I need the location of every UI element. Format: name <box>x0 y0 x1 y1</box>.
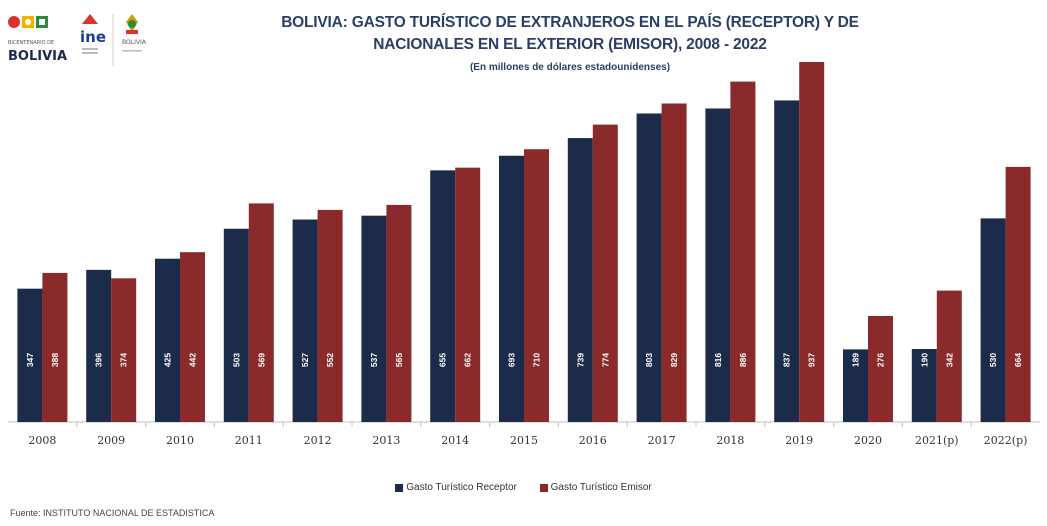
bar-emisor <box>592 124 618 422</box>
bar-receptor <box>223 228 249 422</box>
bar-emisor <box>386 204 412 422</box>
bar-emisor <box>111 278 137 422</box>
bar-emisor <box>455 167 481 422</box>
chart-title-line-1: BOLIVIA: GASTO TURÍSTICO DE EXTRANJEROS … <box>281 14 859 31</box>
bar-receptor <box>911 349 937 422</box>
x-tick-label: 2009 <box>97 434 125 447</box>
bar-chart: 347 388 396 374 425 442 503 569 527 552 537 565 655 6… <box>8 62 1040 447</box>
header-logos: BICENTENARIO DE BOLIVIA ine BOLIVIA <box>8 14 147 66</box>
bar-receptor <box>361 215 387 422</box>
bar-receptor <box>155 258 180 422</box>
x-tick-label: 2018 <box>716 434 744 447</box>
legend-swatch-receptor <box>395 483 404 492</box>
data-label: 552 <box>325 353 335 367</box>
bar-emisor <box>936 290 962 422</box>
data-label: 829 <box>669 353 679 367</box>
bar-receptor <box>86 269 112 422</box>
bar-emisor <box>248 203 274 422</box>
chart-title: BOLIVIA: GASTO TURÍSTICO DE EXTRANJEROS … <box>200 12 940 56</box>
bars-layer: 347 388 396 374 425 442 503 569 527 552 537 565 655 6… <box>17 62 1031 422</box>
bar-emisor <box>661 103 687 422</box>
data-label: 342 <box>944 353 954 367</box>
x-tick-label: 2019 <box>785 434 813 447</box>
bar-receptor <box>636 113 662 422</box>
data-label: 655 <box>438 353 448 367</box>
data-label: 937 <box>807 353 817 367</box>
bar-emisor <box>799 62 825 422</box>
data-label: 442 <box>188 353 198 367</box>
x-tick-label: 2013 <box>372 434 400 447</box>
x-tick-label: 2021(p) <box>915 434 959 447</box>
bar-emisor <box>1005 166 1031 422</box>
data-label: 886 <box>738 353 748 367</box>
data-label: 189 <box>851 353 861 367</box>
x-tick-label: 2008 <box>28 434 56 447</box>
data-label: 739 <box>575 353 585 367</box>
data-label: 425 <box>163 353 173 367</box>
x-tick-label: 2017 <box>648 434 676 447</box>
legend-item-receptor: Gasto Turístico Receptor <box>395 482 517 493</box>
data-label: 190 <box>919 353 929 367</box>
data-label: 710 <box>532 353 542 367</box>
estado-logo: BOLIVIA <box>112 14 147 66</box>
ticks-layer: 2008 2009 2010 2011 2012 2013 2014 2015 2016 2017… <box>28 422 1027 447</box>
bar-receptor <box>567 138 593 422</box>
bar-emisor <box>868 315 893 422</box>
data-label: 693 <box>507 353 517 367</box>
x-tick-label: 2022(p) <box>984 434 1028 447</box>
bar-emisor <box>180 252 205 422</box>
x-tick-label: 2020 <box>854 434 882 447</box>
legend: Gasto Turístico Receptor Gasto Turístico… <box>0 482 1047 495</box>
bicentenario-text: BICENTENARIO DE <box>8 40 54 46</box>
data-label: 803 <box>644 353 654 367</box>
legend-label-receptor: Gasto Turístico Receptor <box>406 482 517 493</box>
bolivia-logo-text: BOLIVIA <box>8 49 67 64</box>
ine-logo-text: ine <box>80 28 106 46</box>
chart-subtitle: (En millones de dólares estadounidenses) <box>469 62 671 73</box>
x-tick-label: 2011 <box>235 434 263 447</box>
data-label: 396 <box>94 353 104 367</box>
data-label: 276 <box>876 353 886 367</box>
bar-receptor <box>499 155 524 422</box>
source-note: Fuente: INSTITUTO NACIONAL DE ESTADISTIC… <box>10 508 215 518</box>
bicentenario-logo: BICENTENARIO DE BOLIVIA <box>8 16 67 64</box>
bar-receptor <box>17 288 43 422</box>
bar-receptor <box>292 219 318 422</box>
bar-emisor <box>730 81 756 422</box>
data-label: 664 <box>1013 353 1023 367</box>
data-label: 837 <box>782 353 792 367</box>
data-label: 527 <box>300 353 310 367</box>
bar-emisor <box>42 272 68 422</box>
legend-label-emisor: Gasto Turístico Emisor <box>550 482 652 493</box>
data-label: 565 <box>394 353 404 367</box>
data-label: 774 <box>600 353 610 367</box>
legend-swatch-emisor <box>539 483 548 492</box>
x-tick-label: 2010 <box>166 434 194 447</box>
legend-item-emisor: Gasto Turístico Emisor <box>539 482 652 493</box>
data-label: 569 <box>256 353 266 367</box>
data-label: 503 <box>231 353 241 367</box>
data-label: 537 <box>369 353 379 367</box>
x-tick-label: 2014 <box>441 434 469 447</box>
bar-receptor <box>980 218 1006 422</box>
data-label: 662 <box>463 353 473 367</box>
estado-logo-text: BOLIVIA <box>122 39 147 46</box>
bar-receptor <box>705 108 731 422</box>
data-label: 347 <box>25 353 35 367</box>
ine-logo: ine <box>80 14 106 54</box>
chart-title-line-2: NACIONALES EN EL EXTERIOR (EMISOR), 2008… <box>373 36 767 53</box>
x-tick-label: 2016 <box>579 434 607 447</box>
bar-receptor <box>430 170 456 422</box>
data-label: 530 <box>988 353 998 367</box>
x-tick-label: 2015 <box>510 434 538 447</box>
bar-emisor <box>524 149 549 422</box>
data-label: 388 <box>50 353 60 367</box>
bar-receptor <box>843 349 868 422</box>
x-tick-label: 2012 <box>304 434 332 447</box>
data-label: 816 <box>713 353 723 367</box>
bar-receptor <box>774 100 800 422</box>
data-label: 374 <box>119 353 129 367</box>
bar-emisor <box>317 209 343 422</box>
